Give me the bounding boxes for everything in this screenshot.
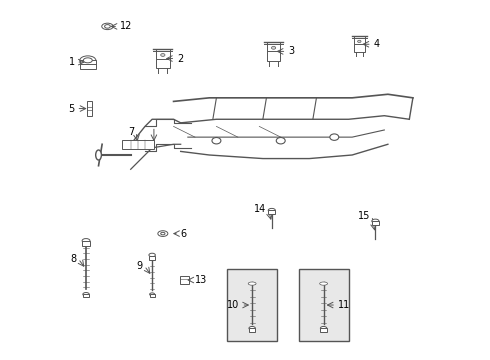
Ellipse shape <box>320 327 327 330</box>
FancyBboxPatch shape <box>156 49 170 68</box>
FancyBboxPatch shape <box>320 328 327 332</box>
Text: 13: 13 <box>195 275 207 285</box>
Text: 2: 2 <box>177 54 183 64</box>
FancyBboxPatch shape <box>372 221 379 225</box>
Text: 10: 10 <box>227 300 240 310</box>
FancyBboxPatch shape <box>298 269 348 341</box>
Ellipse shape <box>330 134 339 140</box>
Ellipse shape <box>104 24 110 28</box>
Ellipse shape <box>248 282 256 285</box>
Ellipse shape <box>271 46 276 49</box>
FancyBboxPatch shape <box>88 102 92 116</box>
Text: 11: 11 <box>338 300 350 310</box>
Text: 14: 14 <box>254 203 267 213</box>
Ellipse shape <box>319 282 327 285</box>
Text: 4: 4 <box>373 39 380 49</box>
Text: 8: 8 <box>70 253 76 264</box>
FancyBboxPatch shape <box>122 140 154 149</box>
Text: 3: 3 <box>288 46 294 57</box>
Ellipse shape <box>158 231 168 237</box>
Text: 9: 9 <box>136 261 143 271</box>
FancyBboxPatch shape <box>354 36 365 52</box>
FancyBboxPatch shape <box>83 294 89 297</box>
Ellipse shape <box>161 54 165 57</box>
Ellipse shape <box>149 293 155 296</box>
FancyBboxPatch shape <box>249 328 255 332</box>
Text: 6: 6 <box>181 229 187 239</box>
Ellipse shape <box>276 138 285 144</box>
Ellipse shape <box>102 23 113 30</box>
Ellipse shape <box>161 232 165 235</box>
FancyBboxPatch shape <box>268 210 275 214</box>
Ellipse shape <box>249 327 255 330</box>
Text: 15: 15 <box>358 211 370 221</box>
Ellipse shape <box>83 293 89 296</box>
FancyBboxPatch shape <box>267 41 280 61</box>
FancyBboxPatch shape <box>149 294 155 297</box>
FancyBboxPatch shape <box>149 256 155 260</box>
Ellipse shape <box>80 56 96 65</box>
Ellipse shape <box>358 40 361 42</box>
FancyBboxPatch shape <box>180 276 189 284</box>
Text: 5: 5 <box>69 104 74 113</box>
Ellipse shape <box>96 150 101 160</box>
Text: 7: 7 <box>128 127 134 137</box>
FancyBboxPatch shape <box>227 269 277 341</box>
FancyBboxPatch shape <box>80 60 96 68</box>
Text: 1: 1 <box>69 57 74 67</box>
Ellipse shape <box>268 208 275 212</box>
Ellipse shape <box>212 138 221 144</box>
Text: 12: 12 <box>120 21 132 31</box>
Ellipse shape <box>83 58 92 63</box>
Ellipse shape <box>372 219 379 223</box>
Ellipse shape <box>149 253 155 257</box>
Ellipse shape <box>82 239 90 243</box>
FancyBboxPatch shape <box>82 242 90 247</box>
